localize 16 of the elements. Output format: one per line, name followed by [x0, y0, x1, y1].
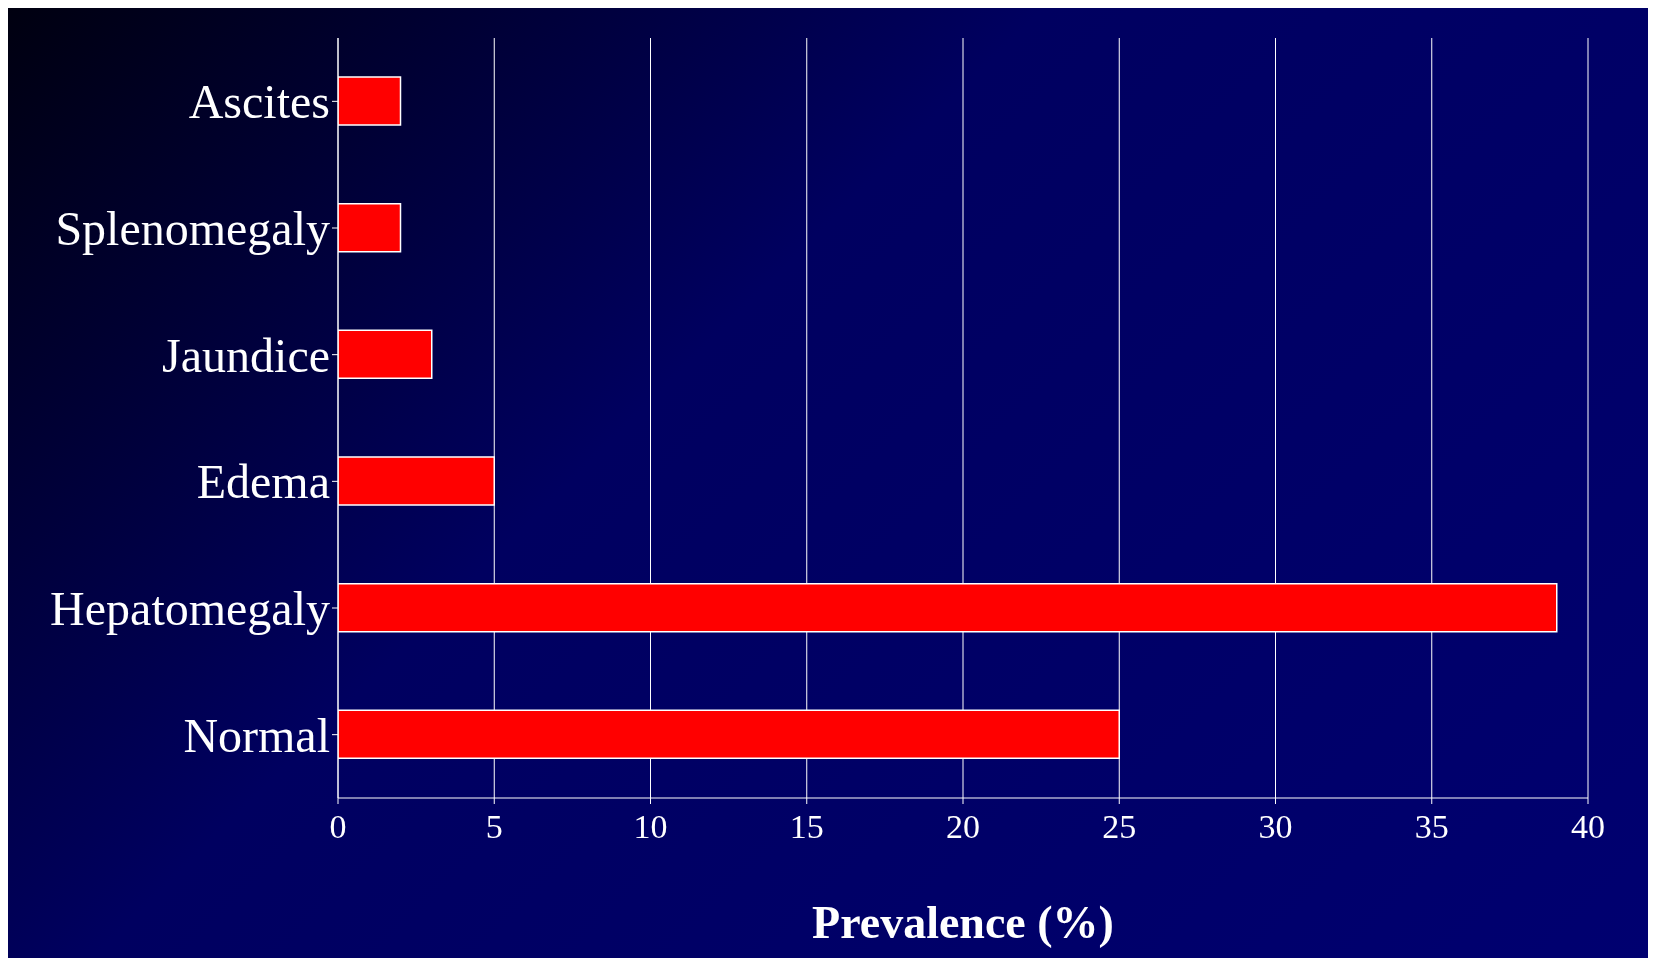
x-axis-title: Prevalence (%) — [812, 897, 1114, 948]
x-tick-label: 35 — [1414, 808, 1449, 846]
x-tick-label: 40 — [1571, 808, 1605, 846]
x-tick-label: 10 — [633, 808, 668, 846]
x-tick-label: 0 — [329, 808, 347, 846]
x-tick-label: 20 — [946, 808, 980, 846]
y-tick-label: Splenomegaly — [55, 202, 330, 256]
y-tick-label: Hepatomegaly — [50, 582, 330, 636]
x-tick-label: 5 — [485, 808, 503, 846]
y-tick-label: Edema — [196, 455, 330, 509]
x-tick-label: 15 — [789, 808, 824, 846]
x-tick-label: 30 — [1258, 808, 1293, 846]
y-tick-label: Jaundice — [162, 328, 330, 382]
y-tick-label: Normal — [183, 708, 330, 762]
y-tick-label: Ascites — [188, 75, 330, 129]
x-tick-label: 25 — [1102, 808, 1137, 846]
